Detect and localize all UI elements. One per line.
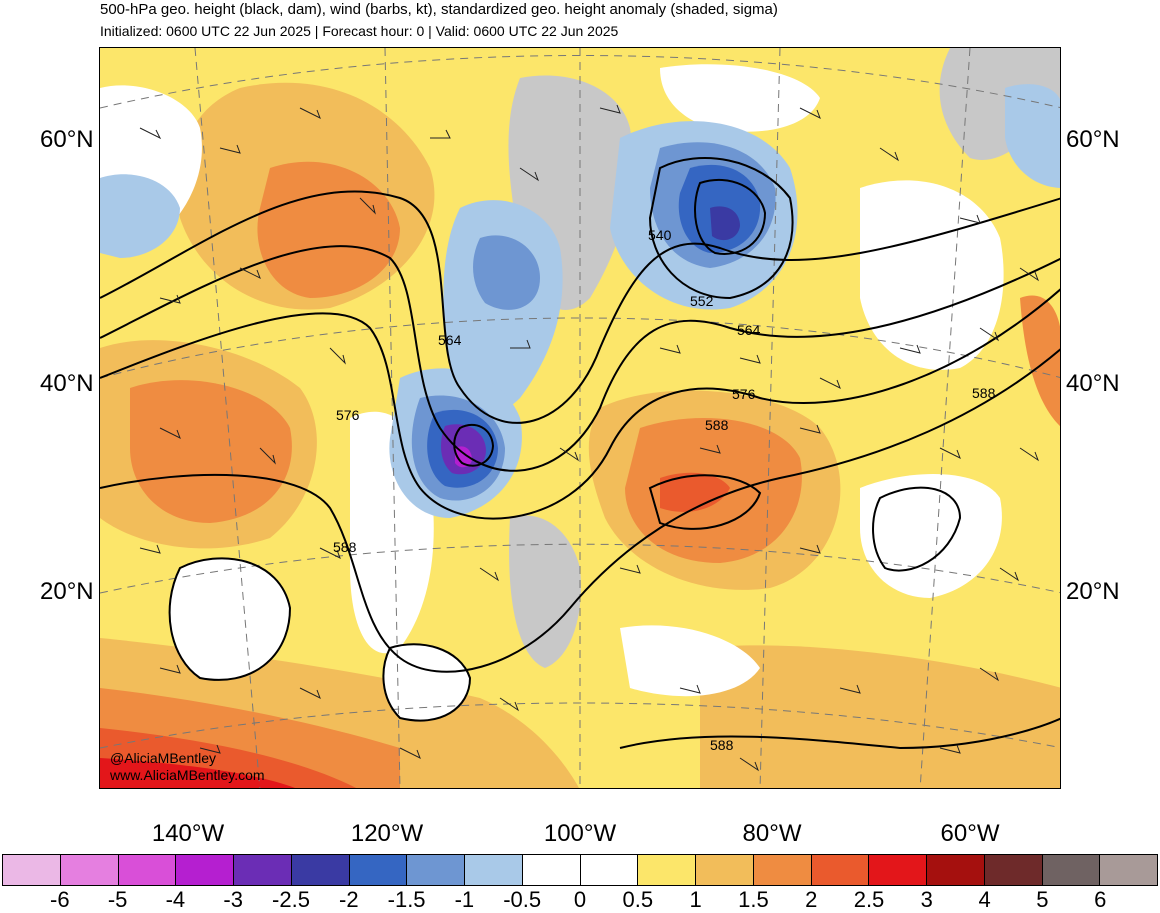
lat-label-60n: 60°N xyxy=(40,126,94,153)
contour-label: 564 xyxy=(737,322,761,338)
graticule xyxy=(100,48,1060,788)
colorbar-tick-label: 0 xyxy=(573,887,587,912)
contour-label: 588 xyxy=(710,737,734,753)
anomaly-neg1-region xyxy=(473,235,540,310)
anomaly-2-region xyxy=(257,161,400,298)
credit-url: www.AliciaMBentley.com xyxy=(110,767,265,783)
anomaly-neutral-region xyxy=(383,644,470,721)
colorbar-tick-label: 1 xyxy=(689,887,702,912)
weather-map: 540 552 564 564 576 576 588 588 588 588 xyxy=(99,47,1061,789)
colorbar-tick-label: 4 xyxy=(978,887,991,912)
colorbar-swatch xyxy=(465,855,523,885)
anomaly-neutral-region xyxy=(660,64,820,132)
wind-barbs xyxy=(139,104,1040,772)
anomaly-neutral-region xyxy=(620,625,760,697)
colorbar-swatch xyxy=(869,855,927,885)
anomaly-neg3-region xyxy=(455,446,472,468)
colorbar-tick-label: 6 xyxy=(1094,887,1107,912)
colorbar-swatch xyxy=(580,855,639,885)
lat-label-20n-right: 20°N xyxy=(1066,578,1120,605)
colorbar-swatch xyxy=(349,855,408,885)
anomaly-3-region xyxy=(100,758,295,788)
colorbar-swatch xyxy=(291,855,350,885)
anomaly-neg0p5-region xyxy=(100,174,180,258)
colorbar-swatch xyxy=(407,855,465,885)
contour-label: 588 xyxy=(972,385,996,401)
credit-handle: @AliciaMBentley xyxy=(110,750,217,766)
anomaly-colorbar xyxy=(2,854,1158,886)
lon-label-80w: 80°W xyxy=(742,820,802,847)
colorbar-tick-label: 5 xyxy=(1036,887,1049,912)
colorbar-swatch xyxy=(984,855,1043,885)
colorbar-swatch xyxy=(1100,855,1157,885)
map-title: 500-hPa geo. height (black, dam), wind (… xyxy=(100,1,778,18)
anomaly-neg2-region xyxy=(710,206,740,241)
colorbar-tick-label: -5 xyxy=(107,887,128,912)
lon-label-60w: 60°W xyxy=(940,820,1000,847)
colorbar-tick-label: 2.5 xyxy=(853,887,885,912)
colorbar-swatch xyxy=(3,855,61,885)
colorbar-tick-label: -2 xyxy=(339,887,359,912)
anomaly-1p5-region xyxy=(700,645,1060,788)
colorbar-tick-label: 3 xyxy=(920,887,933,912)
lat-label-60n-right: 60°N xyxy=(1066,126,1120,153)
colorbar-swatch xyxy=(927,855,985,885)
lon-label-120w: 120°W xyxy=(350,820,424,847)
anomaly-2-region xyxy=(1020,295,1060,426)
colorbar-tick-label: 0.5 xyxy=(622,887,654,912)
contour-label: 552 xyxy=(690,293,714,309)
colorbar-swatch xyxy=(522,855,581,885)
colorbar-swatch xyxy=(811,855,870,885)
contour-label: 576 xyxy=(336,407,360,423)
contour-labels: 540 552 564 564 576 576 588 588 588 588 xyxy=(333,227,996,753)
colorbar-tick-label: -0.5 xyxy=(503,887,542,912)
map-canvas: 540 552 564 564 576 576 588 588 588 588 xyxy=(100,48,1060,788)
anomaly-neutral-region xyxy=(169,558,290,680)
lat-label-20n: 20°N xyxy=(40,578,94,605)
lat-label-40n: 40°N xyxy=(40,370,94,397)
lon-label-100w: 100°W xyxy=(543,820,617,847)
contour-label: 540 xyxy=(648,227,672,243)
lon-label-140w: 140°W xyxy=(151,820,225,847)
map-subtitle: Initialized: 0600 UTC 22 Jun 2025 | Fore… xyxy=(100,23,619,39)
height-contours xyxy=(100,157,1060,750)
colorbar-tick-label: -4 xyxy=(165,887,186,912)
anomaly-2p5-region xyxy=(660,472,730,512)
colorbar-swatch xyxy=(638,855,696,885)
colorbar-swatch xyxy=(176,855,234,885)
colorbar-tick-label: 2 xyxy=(805,887,818,912)
colorbar-tick-label: -2.5 xyxy=(272,887,310,912)
colorbar-tick-label: 1.5 xyxy=(738,887,769,912)
colorbar-tick-label: -1.5 xyxy=(387,887,426,912)
anomaly-2-region xyxy=(130,380,292,523)
colorbar-swatch xyxy=(1042,855,1101,885)
contour-label: 576 xyxy=(732,386,756,402)
colorbar-swatch xyxy=(60,855,119,885)
colorbar-swatch xyxy=(696,855,754,885)
contour-label: 588 xyxy=(705,417,729,433)
anomaly-neutral-region xyxy=(860,474,1002,598)
colorbar-swatch xyxy=(118,855,177,885)
colorbar-tick-label: -6 xyxy=(50,887,70,912)
contour-label: 564 xyxy=(438,332,462,348)
colorbar-tick-label: -3 xyxy=(223,887,243,912)
colorbar-tick-label: -1 xyxy=(454,887,475,912)
colorbar-swatch xyxy=(234,855,292,885)
contour-label: 588 xyxy=(333,539,357,555)
colorbar-swatch xyxy=(753,855,812,885)
anomaly-neg0p5-region xyxy=(1005,84,1060,188)
land-mask-mexico xyxy=(509,515,581,668)
lat-label-40n-right: 40°N xyxy=(1066,370,1120,397)
